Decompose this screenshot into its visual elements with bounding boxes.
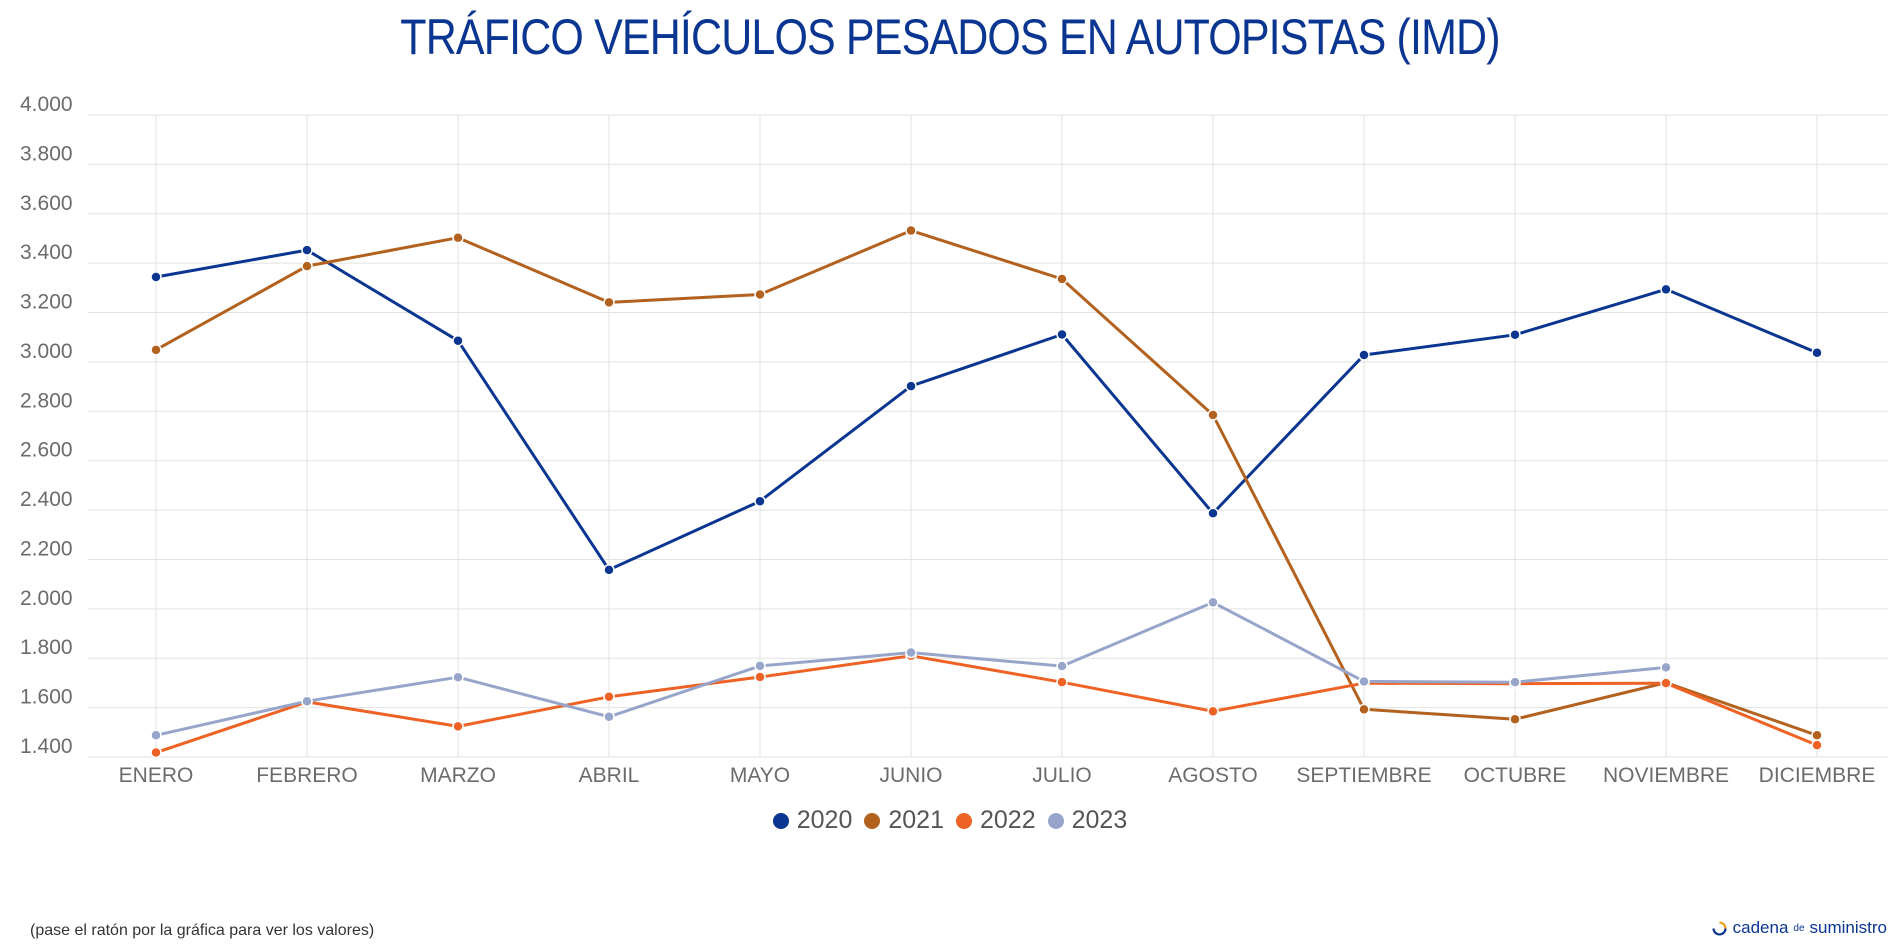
data-point[interactable] [1811,729,1823,742]
data-point[interactable] [1660,677,1672,689]
series-2020[interactable] [150,244,1823,576]
data-point[interactable] [603,564,615,576]
brand-logo[interactable]: cadena de suministro [1711,918,1887,938]
x-tick-label: OCTUBRE [1464,764,1567,787]
data-point[interactable] [754,660,766,672]
data-point[interactable] [1509,676,1521,688]
data-point[interactable] [905,380,917,392]
legend-item-2023[interactable]: 2023 [1047,806,1128,835]
legend-label: 2022 [980,806,1036,834]
series-2023[interactable] [150,596,1672,742]
x-tick-label: FEBRERO [256,764,358,787]
x-tick-label: ABRIL [579,764,640,787]
data-point[interactable] [1207,507,1219,520]
x-tick-label: ENERO [119,764,194,787]
series-line-2020 [155,248,1818,572]
data-point[interactable] [301,695,313,707]
y-tick-label: 4.000 [20,93,73,116]
legend-item-2020[interactable]: 2020 [772,806,853,835]
x-tick-label: DICIEMBRE [1759,764,1876,787]
data-point[interactable] [1358,349,1370,361]
series-line-2022 [155,654,1818,755]
data-point[interactable] [603,711,615,723]
y-tick-label: 3.600 [20,192,73,215]
data-point[interactable] [1207,705,1219,718]
brand-name-part1: cadena [1732,918,1789,937]
y-tick-label: 3.200 [20,291,73,314]
data-point[interactable] [1660,283,1672,296]
data-point[interactable] [1509,713,1521,725]
x-tick-label: SEPTIEMBRE [1296,764,1431,787]
legend-label: 2021 [888,806,944,834]
data-point[interactable] [1207,409,1219,421]
data-point[interactable] [754,288,766,301]
legend-item-2022[interactable]: 2022 [956,806,1036,835]
series-lines[interactable] [150,224,1823,759]
legend-marker [864,812,881,829]
data-point[interactable] [1056,660,1068,672]
legend: 2020 2021 2022 2023 [0,806,1900,835]
data-point[interactable] [603,691,615,703]
data-point[interactable] [1056,328,1068,341]
data-point[interactable] [1207,596,1219,609]
data-point[interactable] [452,231,464,244]
data-point[interactable] [905,224,917,237]
data-point[interactable] [754,495,766,507]
data-point[interactable] [150,344,162,356]
y-axis: 1.400 1.600 1.800 2.000 2.200 2.400 2.600 2.800… [20,93,73,758]
series-2021[interactable] [150,224,1823,742]
legend-marker [1047,812,1064,829]
y-tick-label: 2.800 [20,389,73,412]
data-point[interactable] [754,671,766,683]
data-point[interactable] [1358,703,1370,716]
data-point[interactable] [1509,329,1521,341]
data-point[interactable] [452,671,464,683]
data-point[interactable] [150,729,162,742]
legend-item-2021[interactable]: 2021 [864,806,944,835]
cycle-arrows-icon [1712,920,1727,936]
x-tick-label: MARZO [420,764,496,787]
data-point[interactable] [905,646,917,659]
x-axis: ENERO FEBRERO MARZO ABRIL MAYO JUNIO JULIO AGOS… [119,764,1876,787]
x-tick-label: JULIO [1032,764,1092,787]
data-point[interactable] [1358,675,1370,688]
y-tick-label: 1.800 [20,636,73,659]
legend-marker [772,812,789,829]
x-tick-label: AGOSTO [1168,764,1257,787]
data-point[interactable] [1811,739,1823,751]
brand-name-part3: suministro [1809,918,1887,937]
data-point[interactable] [1660,661,1672,674]
data-point[interactable] [150,271,162,283]
data-point[interactable] [452,334,464,347]
footer-note: (pase el ratón por la gráfica para ver l… [30,922,375,939]
y-tick-label: 2.000 [20,587,73,610]
legend-label: 2020 [796,806,853,834]
y-tick-label: 2.400 [20,488,73,511]
y-tick-label: 3.000 [20,340,73,363]
brand-name-part2: de [1793,922,1805,934]
x-tick-label: NOVIEMBRE [1603,764,1729,787]
y-tick-label: 3.800 [20,142,73,165]
y-tick-label: 1.600 [20,686,73,709]
x-tick-label: JUNIO [880,764,943,787]
x-tick-label: MAYO [730,764,790,787]
data-point[interactable] [452,720,464,733]
legend-label: 2023 [1071,806,1128,834]
data-point[interactable] [603,296,615,309]
data-point[interactable] [301,244,313,256]
data-point[interactable] [1056,273,1068,285]
chart-title: TRÁFICO VEHÍCULOS PESADOS EN AUTOPISTAS … [400,9,1500,65]
y-tick-label: 2.600 [20,439,73,462]
data-point[interactable] [150,746,162,759]
y-tick-label: 1.400 [20,735,73,758]
data-point[interactable] [1811,347,1823,359]
y-tick-label: 2.200 [20,537,73,560]
data-point[interactable] [301,260,313,272]
legend-marker [956,812,972,829]
data-point[interactable] [1056,676,1068,688]
series-line-2021 [155,229,1818,737]
y-tick-label: 3.400 [20,241,73,264]
